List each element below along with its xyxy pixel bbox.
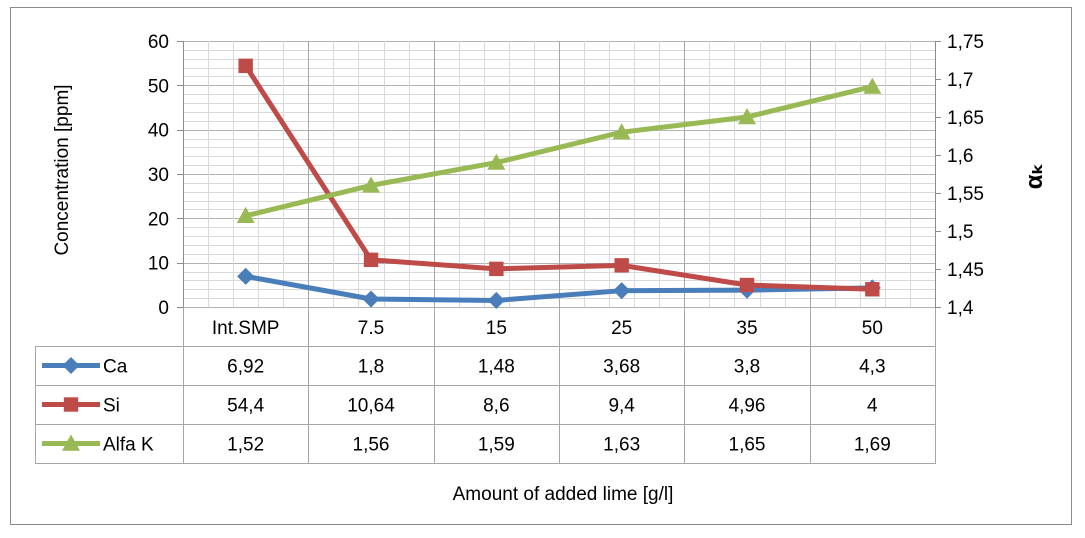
left-axis-tick-label: 20 (148, 209, 169, 230)
left-axis-tick-label: 40 (148, 121, 169, 142)
legend-series-name: Si (103, 396, 120, 417)
left-axis-tick-label: 0 (158, 298, 169, 319)
table-value: 6,92 (227, 357, 264, 378)
right-axis-tick-label: 1,7 (947, 70, 973, 91)
triangle-marker (612, 123, 631, 140)
triangle-marker (738, 108, 756, 125)
triangle-marker (236, 206, 255, 223)
right-axis-tick-label: 1,5 (947, 222, 973, 243)
diamond-marker (362, 290, 380, 308)
square-marker (238, 58, 253, 74)
right-axis-tick-label: 1,75 (947, 32, 984, 53)
table-value: 8,6 (483, 396, 509, 417)
category-label: 15 (486, 318, 507, 339)
series-layer (236, 58, 882, 309)
table-value: 54,4 (227, 396, 264, 417)
right-axis-tick-label: 1,45 (947, 260, 984, 281)
legend-series-name: Alfa K (103, 435, 154, 456)
category-label: Int.SMP (212, 318, 280, 339)
table-value: 1,52 (227, 435, 264, 456)
square-marker (739, 277, 755, 293)
right-axis-title: αₖ (1021, 163, 1048, 189)
diamond-marker (487, 291, 505, 309)
left-axis-tick-label: 10 (148, 254, 169, 275)
right-axis-tick-label: 1,65 (947, 108, 984, 129)
axis-layer: 0 10 20 30 40 50 60 1,4 1,45 1,5 1,55 1,6 1,65 1,7 1,7… (148, 32, 984, 319)
table-value: 1,65 (729, 435, 766, 456)
table-value: 4,96 (729, 396, 766, 417)
right-axis-tick-label: 1,55 (947, 184, 984, 205)
table-value: 10,64 (347, 396, 395, 417)
category-label: 50 (862, 318, 883, 339)
table-value: 3,68 (603, 357, 640, 378)
diamond-marker (237, 267, 255, 285)
triangle-marker (362, 176, 380, 193)
table-value: 4,3 (859, 357, 885, 378)
table-value: 1,63 (603, 435, 640, 456)
diamond-marker (613, 282, 631, 300)
square-marker (63, 397, 79, 412)
right-axis-tick-label: 1,4 (947, 298, 974, 319)
series-line-alfa-k (245, 84, 873, 219)
square-marker (865, 282, 880, 297)
x-axis-title: Amount of added lime [g/l] (453, 484, 674, 505)
left-axis-tick-label: 50 (148, 76, 169, 97)
category-label: 7.5 (358, 318, 384, 339)
left-axis-title: Concentration [ppm] (52, 84, 73, 255)
left-axis-tick-label: 60 (148, 32, 169, 53)
triangle-marker (863, 77, 882, 94)
square-marker (363, 252, 379, 268)
series-line-si (243, 64, 873, 292)
table-value: 3,8 (734, 357, 760, 378)
table-value: 1,48 (478, 357, 515, 378)
table-value: 9,4 (608, 396, 635, 417)
data-table: Int.SMP 7.5 15 25 35 50 Ca 6,92 1,8 1,48 3,68 3,8 4,… (35, 318, 935, 464)
table-value: 1,69 (854, 435, 891, 456)
series-line-ca (245, 273, 873, 303)
legend-series-name: Ca (103, 357, 128, 378)
right-axis-tick-label: 1,6 (947, 146, 973, 167)
category-label: 35 (736, 318, 757, 339)
square-marker (489, 261, 504, 277)
table-value: 4 (867, 396, 878, 417)
table-value: 1,8 (358, 357, 384, 378)
table-value: 1,56 (353, 435, 390, 456)
triangle-marker (487, 153, 506, 170)
diamond-marker (62, 356, 80, 375)
square-marker (614, 258, 629, 273)
triangle-marker (62, 434, 80, 451)
left-axis-tick-label: 30 (148, 165, 169, 186)
category-label: 25 (611, 318, 632, 339)
table-value: 1,59 (478, 435, 515, 456)
